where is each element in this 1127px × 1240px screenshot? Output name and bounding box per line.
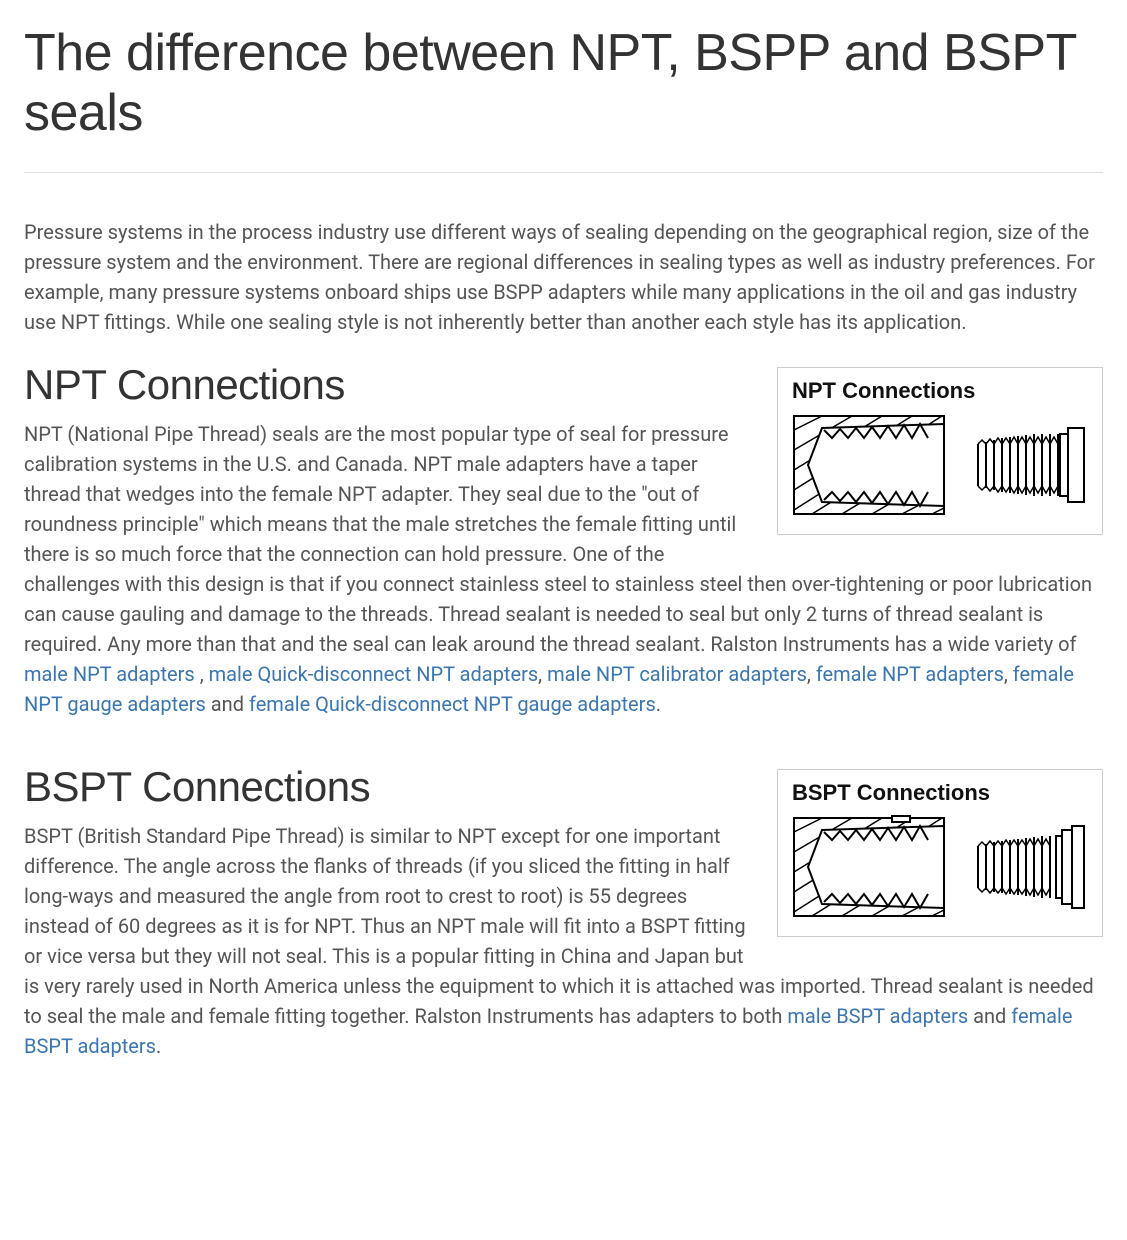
intro-paragraph: Pressure systems in the process industry… [24,217,1103,337]
bspt-diagram-icon [792,812,1088,922]
link-male-npt-adapters[interactable]: male NPT adapters [24,662,195,686]
link-male-npt-calibrator-adapters[interactable]: male NPT calibrator adapters [547,662,807,686]
bspt-figure: BSPT Connections [777,769,1103,937]
link-male-qd-npt-adapters[interactable]: male Quick-disconnect NPT adapters [209,662,539,686]
bspt-section: BSPT Connections [24,763,1103,1081]
npt-section: NPT Connections [24,361,1103,739]
npt-figure-title: NPT Connections [792,378,1088,404]
bspt-figure-title: BSPT Connections [792,780,1088,806]
link-male-bspt-adapters[interactable]: male BSPT adapters [787,1004,968,1028]
horizontal-rule [24,172,1103,173]
link-female-npt-adapters[interactable]: female NPT adapters [816,662,1004,686]
npt-diagram-icon [792,410,1088,520]
link-female-qd-npt-gauge-adapters[interactable]: female Quick-disconnect NPT gauge adapte… [249,692,656,716]
npt-figure: NPT Connections [777,367,1103,535]
page-title: The difference between NPT, BSPP and BSP… [24,24,1103,144]
